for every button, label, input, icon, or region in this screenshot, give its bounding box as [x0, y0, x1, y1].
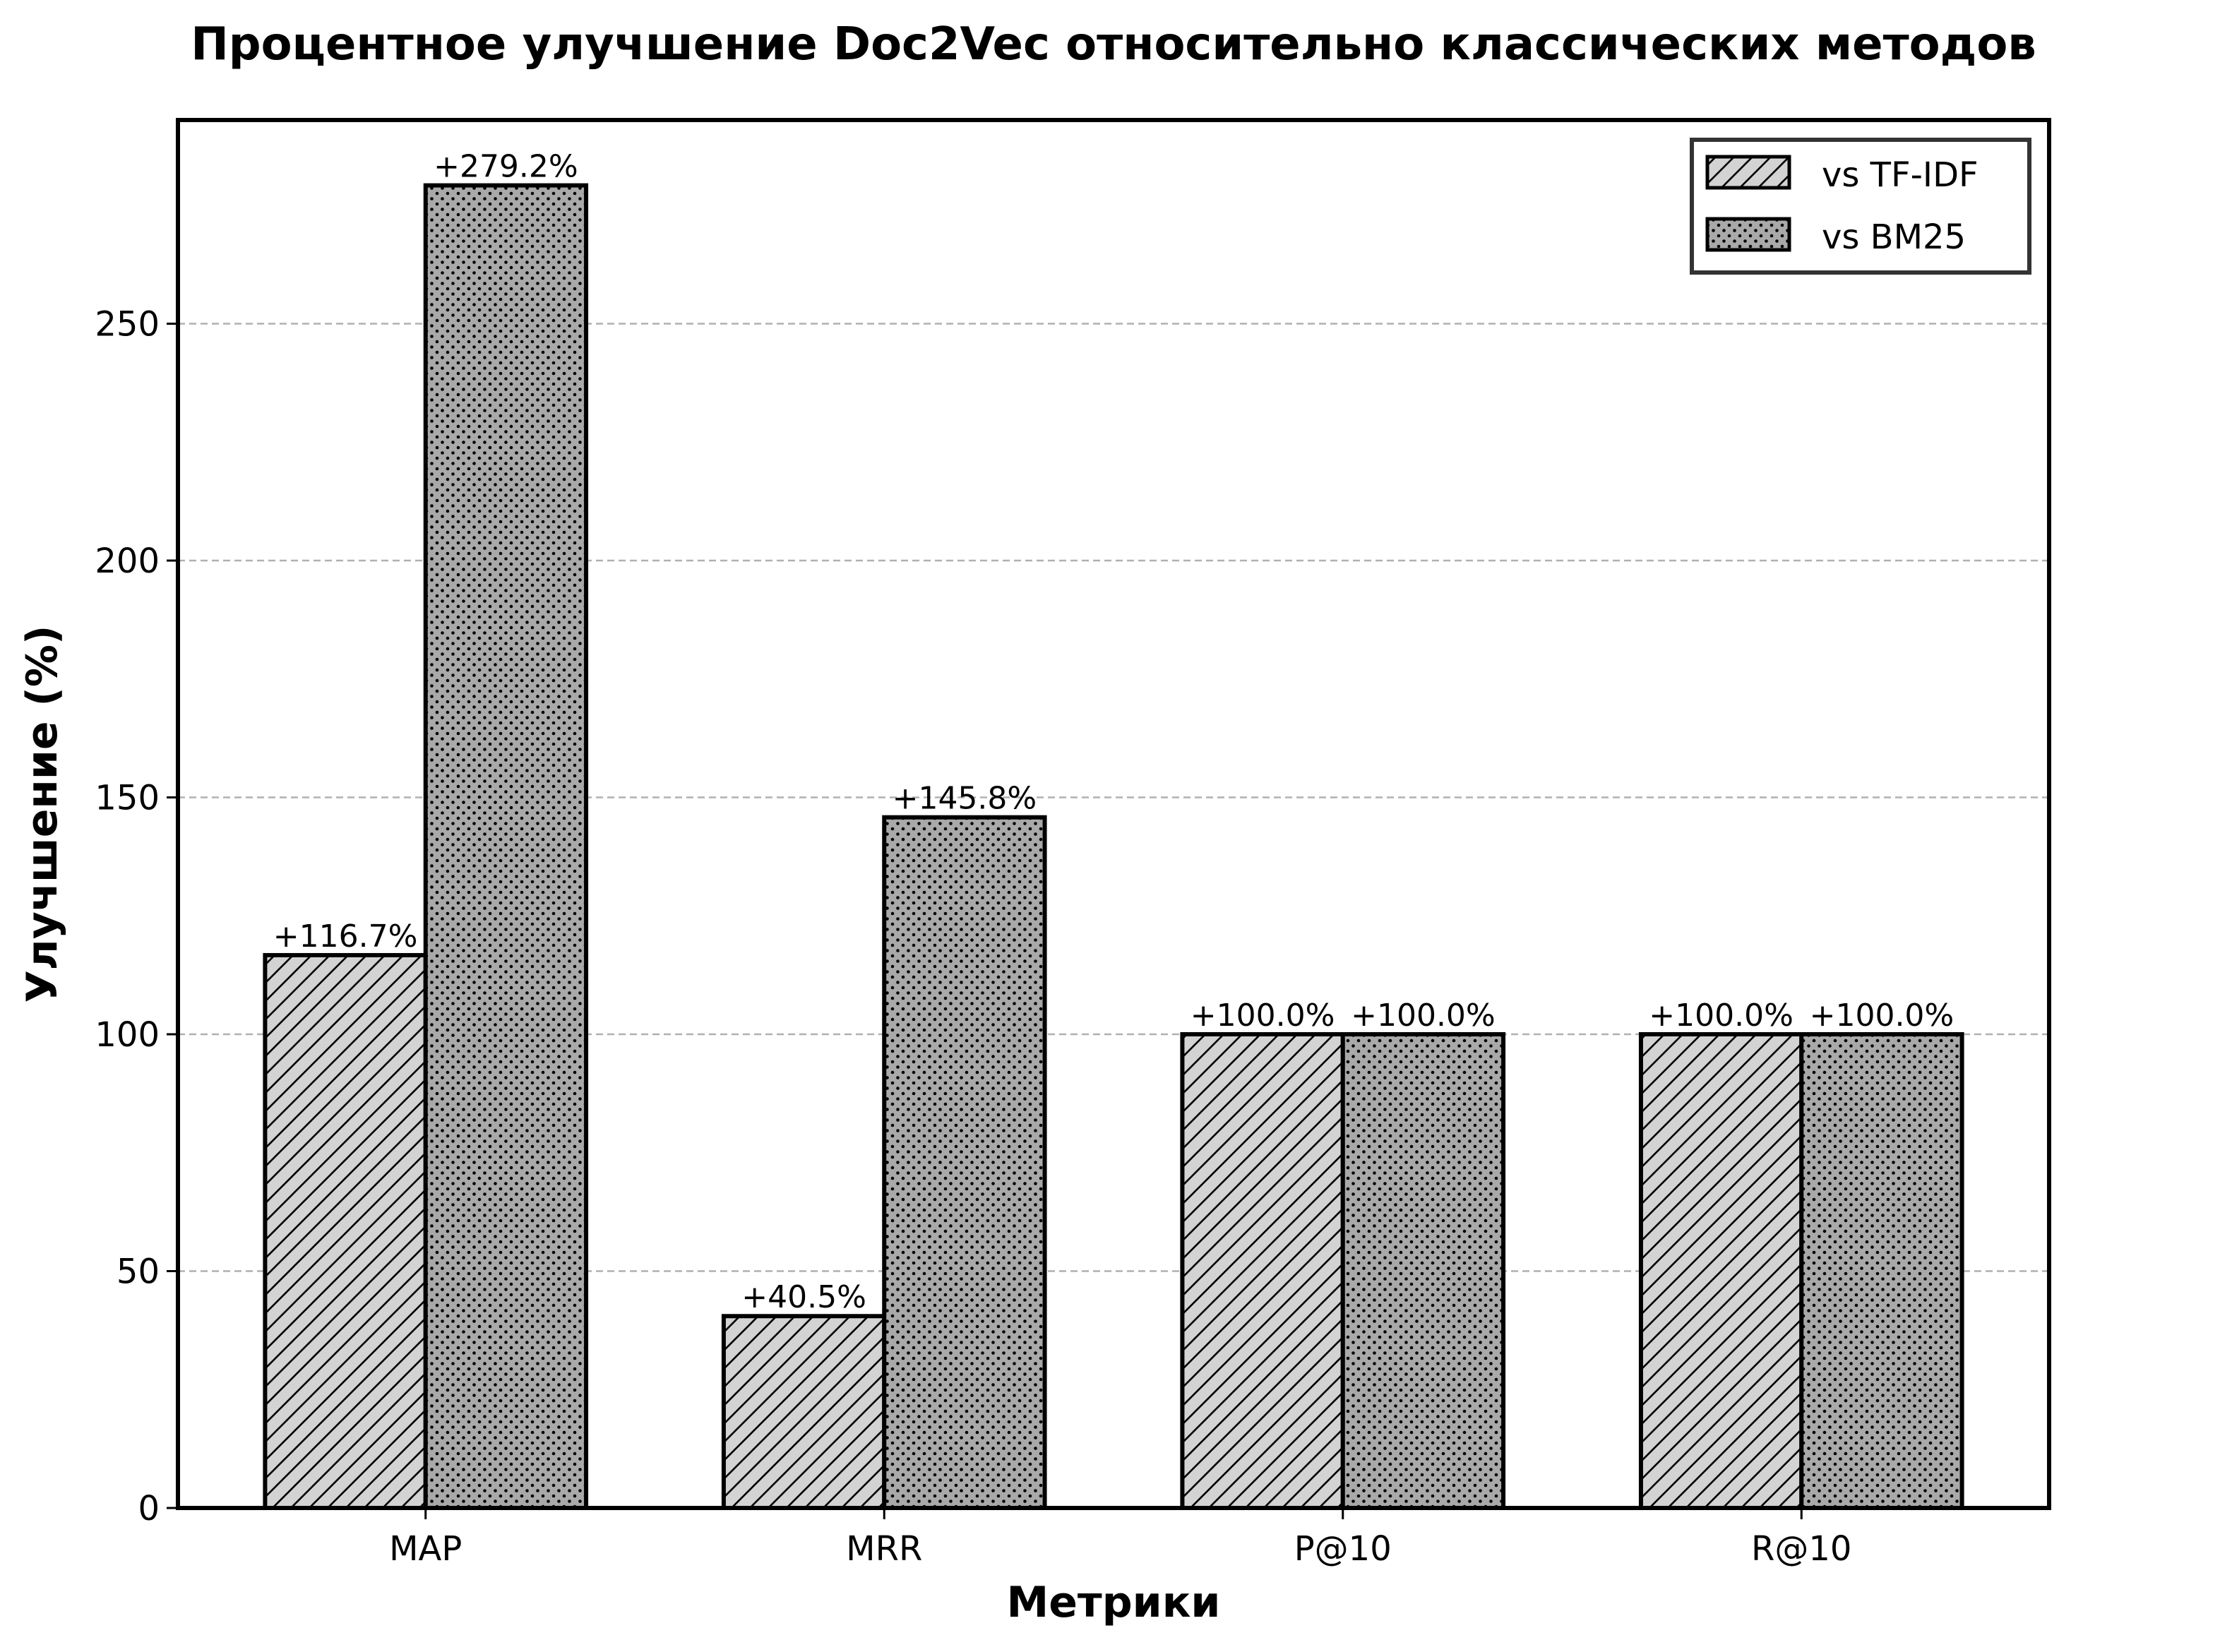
x-axis-label: Метрики: [1007, 1578, 1221, 1627]
data-label-tfidf-mrr: +40.5%: [741, 1279, 866, 1315]
data-label-bm25-r10: +100.0%: [1810, 998, 1955, 1034]
bars: [263, 183, 1964, 1511]
data-labels: +116.7% +40.5% +100.0% +100.0% +279.2% +145.8…: [273, 149, 1954, 1316]
legend-swatch-tfidf: [1705, 155, 1791, 190]
x-tick-label-map: MAP: [389, 1529, 462, 1569]
legend-label-tfidf: vs TF-IDF: [1822, 155, 1979, 195]
y-tick-label-250: 250: [95, 305, 160, 345]
legend: vs TF-IDF vs BM25: [1690, 138, 2031, 275]
y-axis: 0 50 100 150 200 250: [95, 305, 178, 1528]
y-tick-label-200: 200: [95, 541, 160, 581]
y-tick-label-50: 50: [117, 1252, 160, 1292]
bar-bm25-r10: [1799, 1032, 1964, 1510]
chart-title: Процентное улучшение Doc2Vec относительн…: [191, 18, 2036, 71]
y-tick-label-150: 150: [95, 779, 160, 818]
bar-tfidf-map: [263, 952, 428, 1510]
x-tick-label-r10: R@10: [1751, 1529, 1851, 1569]
x-tick-label-p10: P@10: [1294, 1529, 1392, 1569]
legend-label-bm25: vs BM25: [1822, 217, 1966, 257]
x-axis: MAP MRR P@10 R@10: [389, 1508, 1851, 1569]
data-label-tfidf-p10: +100.0%: [1190, 998, 1335, 1034]
bar-bm25-map: [423, 183, 589, 1511]
legend-swatch-bm25: [1705, 217, 1791, 252]
data-label-tfidf-map: +116.7%: [273, 918, 418, 954]
x-tick-label-mrr: MRR: [846, 1529, 922, 1569]
bar-tfidf-mrr: [721, 1314, 887, 1510]
data-label-bm25-p10: +100.0%: [1351, 998, 1496, 1034]
data-label-bm25-map: +279.2%: [434, 149, 578, 185]
bar-bm25-p10: [1340, 1032, 1506, 1510]
y-tick-label-0: 0: [138, 1489, 160, 1528]
y-axis-label: Улучшение (%): [18, 626, 67, 1003]
y-tick-label-100: 100: [95, 1015, 160, 1055]
data-label-tfidf-r10: +100.0%: [1649, 998, 1794, 1034]
bar-tfidf-p10: [1180, 1032, 1345, 1510]
data-label-bm25-mrr: +145.8%: [893, 781, 1037, 817]
plot-frame: [176, 118, 2051, 1510]
bar-tfidf-r10: [1638, 1032, 1804, 1510]
bar-bm25-mrr: [882, 815, 1047, 1510]
